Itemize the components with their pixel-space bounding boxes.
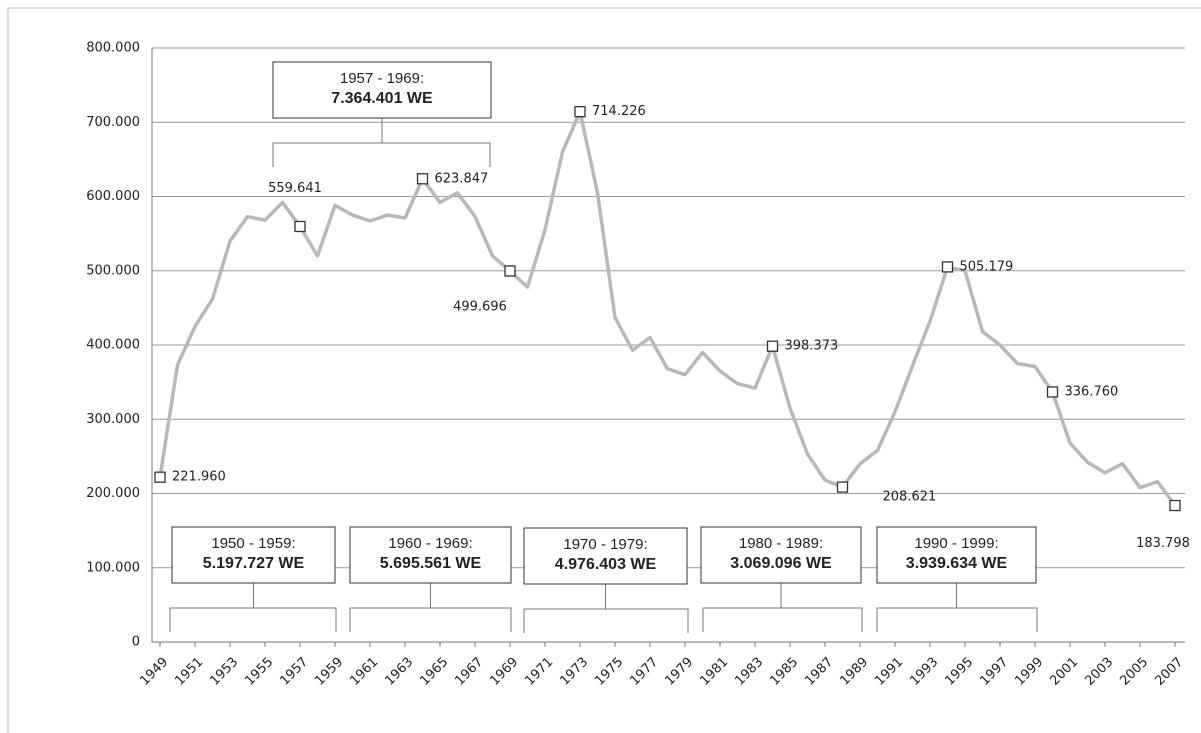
data-label: 398.373 [785, 339, 839, 354]
y-tick-label: 700.000 [86, 115, 140, 130]
point-marker [766, 340, 779, 352]
annotation-box [171, 526, 336, 584]
data-label: 714.226 [592, 104, 646, 119]
y-tick-label: 200.000 [86, 486, 140, 501]
y-tick-label: 500.000 [86, 263, 140, 278]
y-tick-label: 400.000 [86, 338, 140, 353]
point-marker [154, 471, 166, 483]
annotation-text: 1957 - 1969: [340, 70, 424, 87]
y-tick-label: 100.000 [86, 560, 140, 575]
data-label: 221.960 [172, 470, 226, 485]
annotation-total: 5.695.561 WE [380, 555, 482, 572]
bracket [523, 584, 689, 633]
series-line [158, 109, 1177, 507]
bracket [702, 583, 863, 632]
point-marker [504, 265, 516, 277]
annotation-box [272, 61, 492, 119]
annotation-total: 3.939.634 WE [906, 555, 1008, 572]
annotation-box [349, 526, 512, 584]
point-marker [836, 481, 849, 493]
point-marker [574, 106, 586, 118]
annotation-box [876, 526, 1037, 584]
data-label: 183.798 [1136, 536, 1190, 551]
point-marker [1169, 499, 1181, 512]
data-label: 505.179 [960, 259, 1014, 274]
annotation-total: 7.364.401 WE [331, 90, 433, 107]
data-label: 336.760 [1065, 384, 1119, 399]
annotation-total: 3.069.096 WE [730, 555, 832, 572]
y-tick-label: 600.000 [86, 189, 140, 204]
data-label: 559.641 [268, 181, 322, 196]
annotation-text: 1960 - 1969: [388, 535, 472, 552]
annotation-box [700, 526, 862, 584]
data-label: 499.696 [453, 299, 507, 314]
annotation-text: 1980 - 1989: [739, 535, 823, 552]
y-tick-label: 0 [132, 635, 140, 650]
bracket [169, 583, 337, 632]
point-marker [416, 173, 429, 185]
annotation-box [523, 527, 688, 585]
annotation-total: 4.976.403 WE [555, 556, 657, 573]
bracket [272, 118, 491, 167]
point-marker [294, 220, 306, 233]
bracket [349, 583, 512, 632]
point-marker [941, 261, 954, 273]
annotation-total: 5.197.727 WE [203, 555, 305, 572]
data-label: 623.847 [435, 171, 489, 186]
y-tick-label: 300.000 [86, 412, 140, 427]
annotation-text: 1990 - 1999: [914, 535, 998, 552]
data-label: 208.621 [883, 490, 937, 505]
annotation-text: 1950 - 1959: [211, 535, 295, 552]
bracket [876, 583, 1038, 632]
annotation-text: 1970 - 1979: [563, 536, 647, 553]
y-tick-label: 800.000 [86, 41, 140, 56]
point-marker [1046, 386, 1059, 398]
chart-frame [7, 7, 1201, 733]
